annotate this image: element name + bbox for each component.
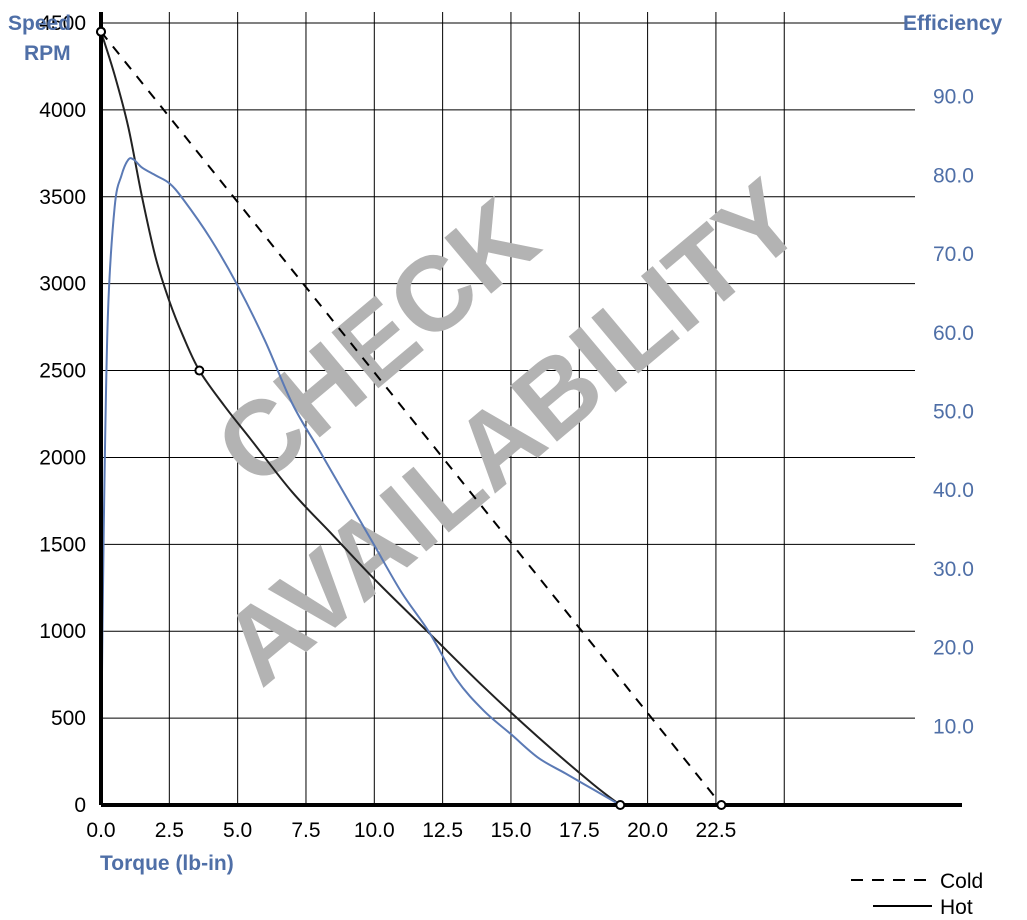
x-tick-label: 5.0: [223, 819, 252, 842]
x-tick-label: 12.5: [422, 819, 463, 842]
y-right-tick-label: 30.0: [933, 558, 974, 581]
y-right-tick-label: 90.0: [933, 86, 974, 109]
x-tick-label: 10.0: [354, 819, 395, 842]
y-left-tick-label: 500: [51, 707, 86, 730]
legend-cold-label: Cold: [940, 870, 983, 893]
y-left-title-line-2: RPM: [24, 42, 71, 65]
y-left-tick-label: 3000: [39, 273, 86, 296]
tick-labels: 0.0 2.5 5.0 7.5 10.0 12.5 15.0 17.5 20.0 22.5 0 500…: [39, 12, 974, 842]
y-right-tick-label: 20.0: [933, 637, 974, 660]
y-right-tick-label: 40.0: [933, 479, 974, 502]
marker-layer: [96, 26, 727, 810]
y-left-tick-label: 2500: [39, 360, 86, 383]
legend-hot-label: Hot: [940, 896, 973, 919]
x-tick-label: 0.0: [86, 819, 115, 842]
x-tick-label: 2.5: [155, 819, 184, 842]
watermark: CHECK AVAILABILITY: [195, 158, 824, 708]
x-tick-label: 22.5: [695, 819, 736, 842]
series-layer: [100, 31, 723, 806]
y-left-tick-label: 1500: [39, 533, 86, 556]
data-point-marker: [615, 800, 626, 810]
legend: Cold Hot: [851, 870, 983, 919]
y-left-tick-label: 3500: [39, 186, 86, 209]
data-point-marker: [716, 800, 727, 810]
y-left-tick-label: 4000: [39, 99, 86, 122]
data-point-marker: [96, 26, 106, 37]
x-tick-label: 7.5: [291, 819, 320, 842]
y-left-tick-label: 0: [74, 794, 86, 817]
axes: [99, 12, 962, 807]
y-right-title: Efficiency: [903, 12, 1003, 35]
series-cold-line: [100, 31, 723, 806]
series-hot-line: [100, 31, 621, 806]
series-efficiency-line: [100, 157, 621, 806]
y-right-tick-label: 10.0: [933, 715, 974, 738]
x-tick-label: 17.5: [559, 819, 600, 842]
y-left-title-line-1: Speed: [8, 12, 71, 35]
x-tick-label: 20.0: [627, 819, 668, 842]
y-right-tick-label: 70.0: [933, 243, 974, 266]
x-tick-label: 15.0: [491, 819, 532, 842]
y-left-tick-label: 2000: [39, 446, 86, 469]
grid-lines: [101, 12, 915, 805]
y-right-tick-label: 60.0: [933, 322, 974, 345]
x-axis-title: Torque (lb-in): [100, 852, 234, 875]
y-left-tick-label: 4500: [39, 12, 86, 35]
y-left-tick-label: 1000: [39, 620, 86, 643]
y-right-tick-label: 50.0: [933, 401, 974, 424]
data-point-marker: [194, 365, 205, 376]
y-right-tick-label: 80.0: [933, 164, 974, 187]
